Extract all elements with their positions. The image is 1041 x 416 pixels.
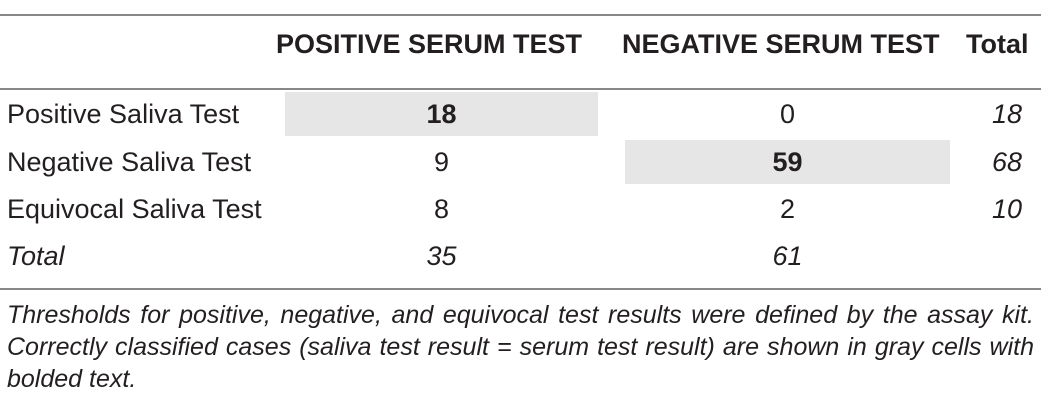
row-label: Total xyxy=(7,241,65,271)
table-header-rule xyxy=(0,88,1041,90)
cell-negative-serum: 59 xyxy=(625,140,950,184)
table-row: Positive Saliva Test 18 0 18 xyxy=(0,92,1041,136)
cell-positive-serum: 9 xyxy=(433,147,450,177)
cell-total: 68 xyxy=(991,147,1022,177)
cell-total: 18 xyxy=(991,99,1022,129)
cell-negative-serum: 2 xyxy=(779,194,796,224)
cell-positive-serum: 35 xyxy=(426,241,457,271)
cell-positive-serum: 8 xyxy=(433,194,450,224)
table-row-total: Total 35 61 xyxy=(0,234,1041,278)
table-footnote: Thresholds for positive, negative, and e… xyxy=(7,301,1034,393)
row-label: Negative Saliva Test xyxy=(7,147,252,177)
column-header-positive-serum: POSITIVE SERUM TEST xyxy=(276,29,583,59)
table-top-rule xyxy=(0,14,1041,16)
column-header-total: Total xyxy=(966,29,1029,59)
cell-negative-serum: 0 xyxy=(779,99,796,129)
cell-total: 10 xyxy=(991,194,1022,224)
row-label: Positive Saliva Test xyxy=(7,99,240,129)
cell-total xyxy=(960,234,1022,278)
cell-negative-serum: 61 xyxy=(772,241,803,271)
table-bottom-rule xyxy=(0,288,1041,290)
row-label: Equivocal Saliva Test xyxy=(7,194,262,224)
table-row: Equivocal Saliva Test 8 2 10 xyxy=(0,187,1041,231)
column-header-negative-serum: NEGATIVE SERUM TEST xyxy=(622,29,940,59)
table-row: Negative Saliva Test 9 59 68 xyxy=(0,140,1041,184)
cell-positive-serum: 18 xyxy=(285,92,598,136)
